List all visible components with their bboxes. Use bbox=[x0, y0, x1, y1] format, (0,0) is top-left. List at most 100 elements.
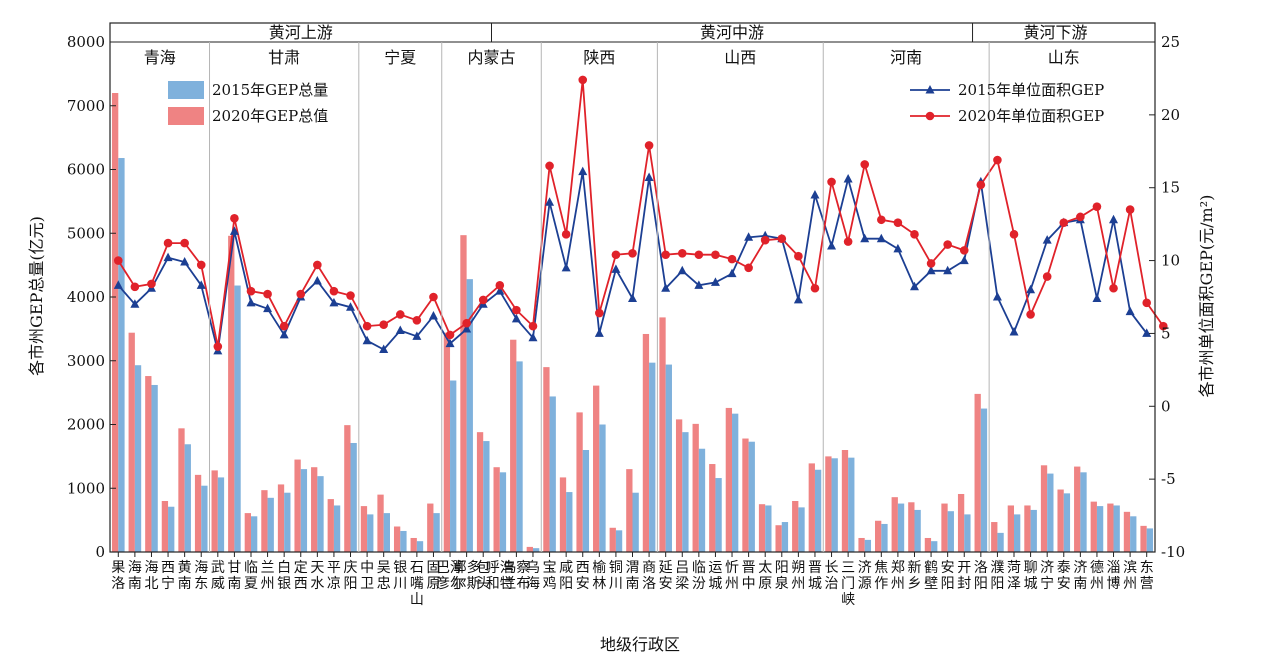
marker-2015-吕梁 bbox=[677, 265, 687, 275]
legend-marker-line_2015 bbox=[925, 85, 935, 94]
x-tick-char: 阳 bbox=[559, 576, 573, 592]
x-tick-char: 渭 bbox=[626, 560, 640, 576]
x-tick-char: 彦 bbox=[436, 576, 450, 592]
x-tick-char: 鹤 bbox=[924, 560, 938, 576]
marker-2020-郑州 bbox=[893, 218, 903, 227]
bar-2015-中卫 bbox=[367, 514, 374, 552]
marker-2020-聊城 bbox=[1026, 310, 1035, 319]
marker-2015-运城 bbox=[710, 277, 720, 286]
bar-2015-太原 bbox=[765, 505, 772, 552]
marker-2020-包头 bbox=[478, 295, 488, 305]
marker-2015-海东 bbox=[196, 280, 206, 289]
bar-2015-开封 bbox=[964, 514, 971, 552]
x-tick-label-济宁: 济宁 bbox=[1040, 560, 1054, 592]
bar-2020-海南 bbox=[128, 332, 135, 552]
marker-2020-石嘴山 bbox=[412, 316, 422, 325]
x-tick-label-平凉: 平凉 bbox=[327, 560, 341, 592]
x-tick-char: 门 bbox=[841, 576, 855, 592]
marker-2015-榆林 bbox=[594, 328, 604, 337]
marker-2015-朔州 bbox=[793, 294, 803, 304]
x-tick-label-甘南: 甘南 bbox=[227, 560, 241, 592]
bar-2020-运城 bbox=[709, 464, 716, 552]
marker-2020-宝鸡 bbox=[545, 161, 554, 171]
bar-2020-呼和浩特 bbox=[493, 467, 500, 552]
bar-2020-商洛 bbox=[642, 333, 650, 552]
bar-2020-乌海 bbox=[526, 546, 533, 552]
bar-2020-濮阳 bbox=[991, 522, 998, 552]
x-tick-label-临夏: 临夏 bbox=[244, 560, 258, 592]
province-label: 宁夏 bbox=[384, 48, 416, 67]
marker-2020-西安 bbox=[578, 75, 588, 85]
bar-2015-固原 bbox=[433, 513, 440, 552]
x-tick-char: 晋 bbox=[808, 560, 822, 576]
bar-2020-济源 bbox=[858, 537, 865, 552]
x-tick-label-黄南: 黄南 bbox=[178, 559, 192, 592]
marker-2020-海北 bbox=[147, 279, 156, 289]
x-tick-char: 济 bbox=[858, 560, 872, 576]
marker-2020-海东 bbox=[196, 260, 206, 270]
bar-2020-晋中 bbox=[742, 438, 749, 552]
y-left-tick-label: 1000 bbox=[67, 479, 105, 497]
marker-2015-菏泽 bbox=[1009, 326, 1019, 336]
x-tick-char: 滨 bbox=[1123, 560, 1137, 576]
marker-2015-海南 bbox=[130, 299, 140, 308]
x-tick-label-中卫: 中卫 bbox=[360, 560, 374, 592]
y-right-tick-label: -10 bbox=[1161, 543, 1185, 561]
bar-2020-宝鸡 bbox=[543, 367, 550, 552]
y-left-tick-label: 6000 bbox=[67, 161, 105, 179]
province-label: 甘肃 bbox=[268, 48, 300, 67]
x-tick-char: 宁 bbox=[1040, 575, 1054, 592]
x-tick-char: 阳 bbox=[775, 560, 789, 576]
x-tick-label-鹤壁: 鹤壁 bbox=[924, 560, 938, 592]
x-tick-label-开封: 开封 bbox=[957, 560, 971, 592]
legend-label-bar_2015: 2015年GEP总量 bbox=[212, 81, 328, 99]
marker-2020-滨州 bbox=[1125, 205, 1135, 214]
x-tick-char: 固 bbox=[426, 560, 440, 576]
x-tick-char: 夏 bbox=[244, 576, 258, 592]
bar-2020-天水 bbox=[311, 467, 318, 552]
marker-2020-甘南 bbox=[230, 214, 239, 223]
x-tick-char: 泉 bbox=[775, 575, 789, 592]
bar-2020-渭南 bbox=[626, 469, 633, 552]
bar-2015-东营 bbox=[1146, 528, 1154, 552]
x-tick-char: 安 bbox=[941, 560, 955, 576]
x-tick-label-安阳: 安阳 bbox=[941, 560, 955, 592]
marker-2015-庆阳 bbox=[346, 302, 356, 311]
x-tick-char: 忠 bbox=[377, 576, 391, 592]
x-tick-label-淄博: 淄博 bbox=[1107, 560, 1121, 592]
bar-2015-焦作 bbox=[881, 523, 888, 552]
x-tick-char: 南 bbox=[227, 576, 241, 592]
x-tick-label-德州: 德州 bbox=[1090, 560, 1104, 592]
x-tick-char: 临 bbox=[692, 560, 706, 576]
bar-2020-洛阳 bbox=[974, 393, 981, 552]
marker-2015-晋中 bbox=[744, 232, 754, 241]
legend-marker-line_2020 bbox=[925, 111, 935, 121]
x-tick-char: 北 bbox=[144, 576, 158, 592]
marker-2020-武威 bbox=[213, 342, 223, 351]
x-tick-label-延安: 延安 bbox=[659, 560, 673, 592]
bar-2015-西安 bbox=[582, 450, 590, 552]
bar-2015-定西 bbox=[300, 469, 308, 552]
x-tick-char: 壁 bbox=[924, 576, 938, 592]
legend-swatch-bar_2015 bbox=[168, 81, 204, 99]
x-tick-char: 博 bbox=[1107, 575, 1121, 592]
x-tick-label-郑州: 郑州 bbox=[891, 560, 905, 592]
x-tick-label-朔州: 朔州 bbox=[791, 560, 805, 592]
x-tick-char: 海 bbox=[144, 560, 158, 576]
x-tick-label-濮阳: 濮阳 bbox=[990, 560, 1004, 592]
bar-2015-银川 bbox=[400, 530, 407, 552]
x-tick-char: 察 bbox=[516, 559, 530, 576]
x-axis-title: 地级行政区 bbox=[600, 635, 680, 654]
bar-2020-中卫 bbox=[360, 506, 368, 552]
x-tick-char: 乌 bbox=[526, 560, 540, 576]
y-right-tick-label: 10 bbox=[1161, 252, 1180, 270]
x-tick-label-海南: 海南 bbox=[128, 560, 142, 592]
x-tick-char: 水 bbox=[310, 576, 324, 592]
x-tick-char: 宁 bbox=[161, 575, 175, 592]
x-tick-label-海东: 海东 bbox=[194, 560, 208, 592]
bar-2020-焦作 bbox=[875, 520, 882, 552]
x-tick-char: 南 bbox=[1073, 576, 1087, 592]
